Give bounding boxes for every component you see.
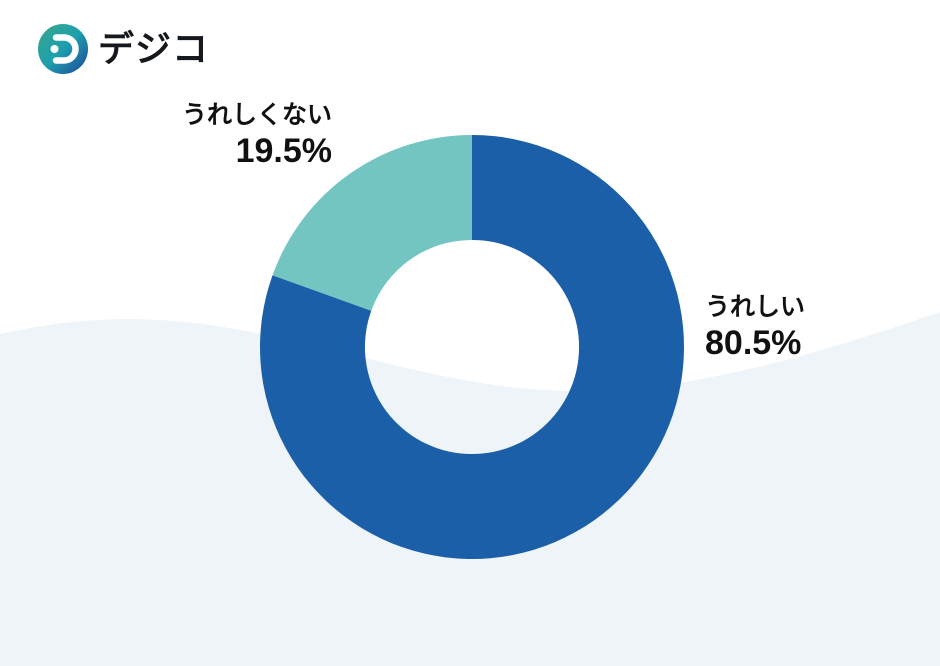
donut-segment-1 — [272, 135, 472, 311]
brand-name: デジコ — [98, 28, 210, 69]
digico-logo-mark-icon — [38, 24, 88, 74]
logo-d-stroke — [52, 34, 79, 64]
callout-not-happy: うれしくない 19.5% — [182, 100, 332, 172]
logo-d-dot — [50, 45, 59, 53]
happy-label: うれしい — [705, 293, 806, 321]
logo-circle — [38, 24, 88, 74]
brand-logo: デジコ — [38, 24, 209, 74]
donut-segment-0 — [259, 135, 684, 559]
not-happy-percent: 19.5% — [235, 132, 332, 171]
happy-percent: 80.5% — [705, 324, 802, 363]
callout-happy: うれしい 80.5% — [705, 292, 805, 364]
not-happy-label: うれしくない — [181, 101, 332, 129]
